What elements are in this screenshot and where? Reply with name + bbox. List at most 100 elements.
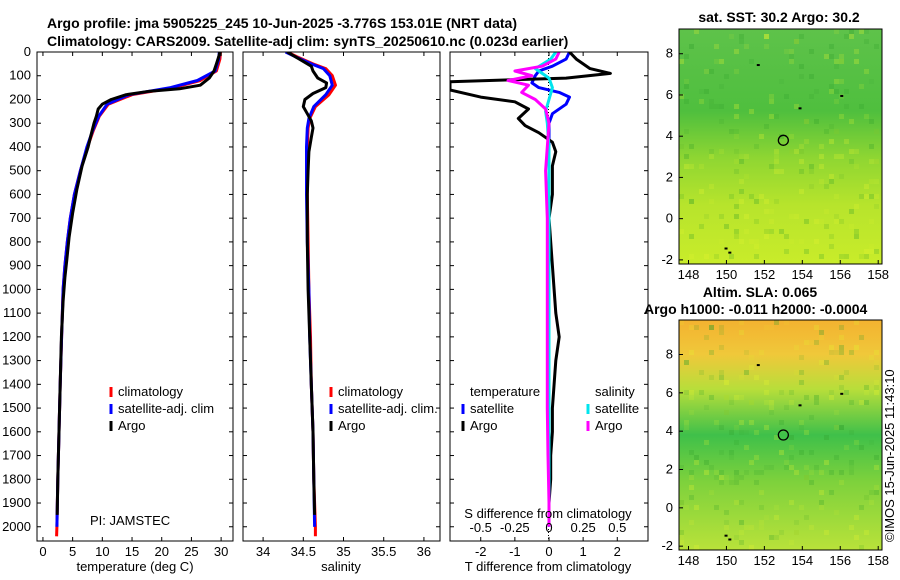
- map-cell: [789, 149, 794, 154]
- map-cell: [739, 475, 744, 480]
- map-cell: [864, 400, 869, 405]
- map-cell: [829, 234, 834, 239]
- map-cell: [809, 184, 814, 189]
- map-cell: [874, 360, 879, 365]
- map-cell: [814, 400, 819, 405]
- map-cell: [694, 29, 699, 34]
- map-cell: [679, 535, 684, 540]
- sst-heatmap: [679, 29, 882, 264]
- map-cell: [814, 89, 819, 94]
- map-cell: [869, 194, 874, 199]
- map-cell: [679, 465, 684, 470]
- map-cell: [769, 325, 774, 330]
- map-cell: [794, 104, 799, 109]
- map-cell: [759, 470, 764, 475]
- ytick-label: 0: [24, 44, 31, 59]
- map-cell: [779, 390, 784, 395]
- map-cell: [719, 119, 724, 124]
- map-cell: [839, 325, 844, 330]
- difference-panel: -2 -1 0 1 2 -0.5 -0.25 0 0.25 0.5 S difference f…: [449, 51, 649, 574]
- map-cell: [804, 475, 809, 480]
- map-cell: [689, 450, 694, 455]
- map-cell: [699, 189, 704, 194]
- map-cell: [739, 39, 744, 44]
- map-cell: [834, 79, 839, 84]
- map-cell: [689, 199, 694, 204]
- map-cell: [799, 189, 804, 194]
- map-cell: [844, 34, 849, 39]
- map-cell: [734, 134, 739, 139]
- map-cell: [724, 475, 729, 480]
- map-cell: [774, 435, 779, 440]
- map-cell: [824, 54, 829, 59]
- map-cell: [819, 330, 824, 335]
- map-cell: [854, 320, 859, 325]
- map-cell: [824, 224, 829, 229]
- series-line-climatology: [55, 52, 222, 537]
- map-cell: [699, 99, 704, 104]
- map-cell: [794, 345, 799, 350]
- map-cell: [749, 420, 754, 425]
- map-cell: [704, 214, 709, 219]
- map-cell: [804, 219, 809, 224]
- map-cell: [829, 490, 834, 495]
- map-cell: [754, 470, 759, 475]
- map-cell: [829, 390, 834, 395]
- map-cell: [834, 425, 839, 430]
- xtick-label: 34: [256, 544, 270, 559]
- map-cell: [724, 395, 729, 400]
- map-cell: [834, 29, 839, 34]
- map-cell: [779, 450, 784, 455]
- map-cell: [764, 34, 769, 39]
- map-cell: [739, 189, 744, 194]
- map-cell: [839, 425, 844, 430]
- map-cell: [829, 174, 834, 179]
- legend-label-climatology: climatology: [338, 384, 404, 399]
- map-cell: [719, 470, 724, 475]
- map-cell: [739, 530, 744, 535]
- map-cell: [784, 249, 789, 254]
- map-cell: [804, 475, 809, 480]
- map-cell: [704, 440, 709, 445]
- legend-label-s-argo: Argo: [595, 418, 622, 433]
- map-cell: [839, 54, 844, 59]
- map-cell: [874, 365, 879, 370]
- sla-map-title: Altim. SLA: 0.065: [703, 284, 818, 300]
- map-xtick-label: 154: [791, 267, 813, 282]
- map-cell: [684, 99, 689, 104]
- map-cell: [689, 164, 694, 169]
- map-cell: [689, 254, 694, 259]
- map-cell: [779, 420, 784, 425]
- map-cell: [864, 114, 869, 119]
- land-dot: [798, 107, 802, 110]
- map-cell: [679, 530, 684, 535]
- map-cell: [799, 64, 804, 69]
- map-cell: [734, 425, 739, 430]
- map-cell: [704, 470, 709, 475]
- ytick-label: 1000: [2, 281, 31, 296]
- map-cell: [829, 345, 834, 350]
- sst-map-panel: sat. SST: 30.2 Argo: 30.2 148 150 152 154 15…: [661, 9, 889, 282]
- map-cell: [874, 350, 879, 355]
- legend-label-satellite: satellite-adj. clim: [118, 401, 214, 416]
- map-cell: [829, 84, 834, 89]
- map-cell: [719, 480, 724, 485]
- map-cell: [859, 254, 864, 259]
- ytick-label: 2000: [2, 519, 31, 534]
- map-cell: [854, 149, 859, 154]
- map-cell: [754, 244, 759, 249]
- map-cell: [784, 320, 789, 325]
- temperature-xlabel: temperature (deg C): [76, 559, 193, 574]
- map-cell: [684, 164, 689, 169]
- map-cell: [779, 134, 784, 139]
- land-dot: [756, 364, 760, 367]
- map-cell: [689, 390, 694, 395]
- map-cell: [869, 355, 874, 360]
- map-cell: [764, 380, 769, 385]
- map-cell: [719, 239, 724, 244]
- map-cell: [859, 545, 864, 550]
- map-cell: [739, 179, 744, 184]
- map-cell: [779, 169, 784, 174]
- map-cell: [849, 224, 854, 229]
- map-cell: [824, 184, 829, 189]
